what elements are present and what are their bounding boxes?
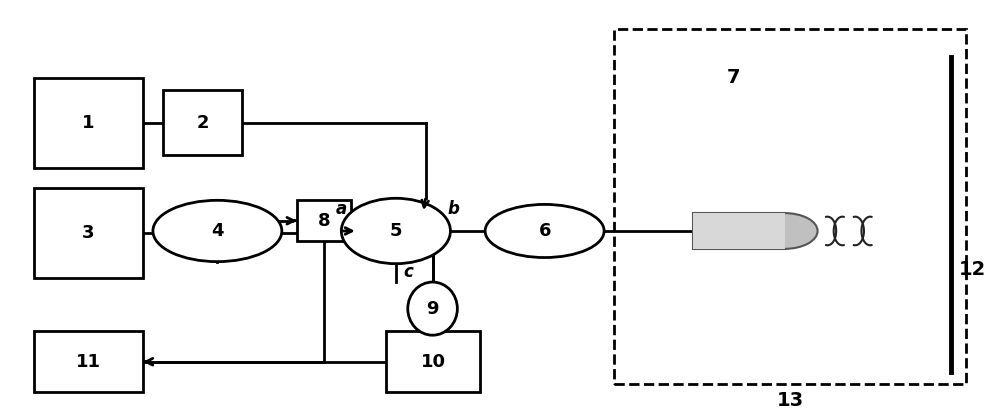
Text: 10: 10 [421, 353, 446, 371]
Text: 13: 13 [777, 391, 804, 410]
Bar [386, 331, 480, 392]
Text: a: a [336, 200, 347, 219]
Bar [34, 188, 143, 278]
Bar [297, 200, 351, 241]
Ellipse shape [408, 282, 457, 335]
Bar [34, 331, 143, 392]
Text: b: b [447, 200, 459, 219]
Ellipse shape [341, 198, 450, 264]
Text: 12: 12 [959, 260, 986, 279]
Text: c: c [404, 263, 414, 281]
Bar [693, 213, 785, 249]
Text: 4: 4 [211, 222, 224, 240]
Text: 3: 3 [82, 224, 95, 242]
Text: 11: 11 [76, 353, 101, 371]
Bar [693, 213, 785, 249]
Ellipse shape [752, 213, 818, 249]
Ellipse shape [153, 200, 282, 261]
Text: 8: 8 [318, 212, 330, 230]
Bar [34, 78, 143, 168]
Text: 7: 7 [726, 68, 740, 87]
Text: 1: 1 [82, 114, 95, 132]
Ellipse shape [485, 204, 604, 258]
Text: 9: 9 [426, 300, 439, 318]
Text: 6: 6 [538, 222, 551, 240]
Bar [614, 29, 966, 384]
Text: 5: 5 [390, 222, 402, 240]
Text: 2: 2 [196, 114, 209, 132]
Bar [163, 90, 242, 156]
